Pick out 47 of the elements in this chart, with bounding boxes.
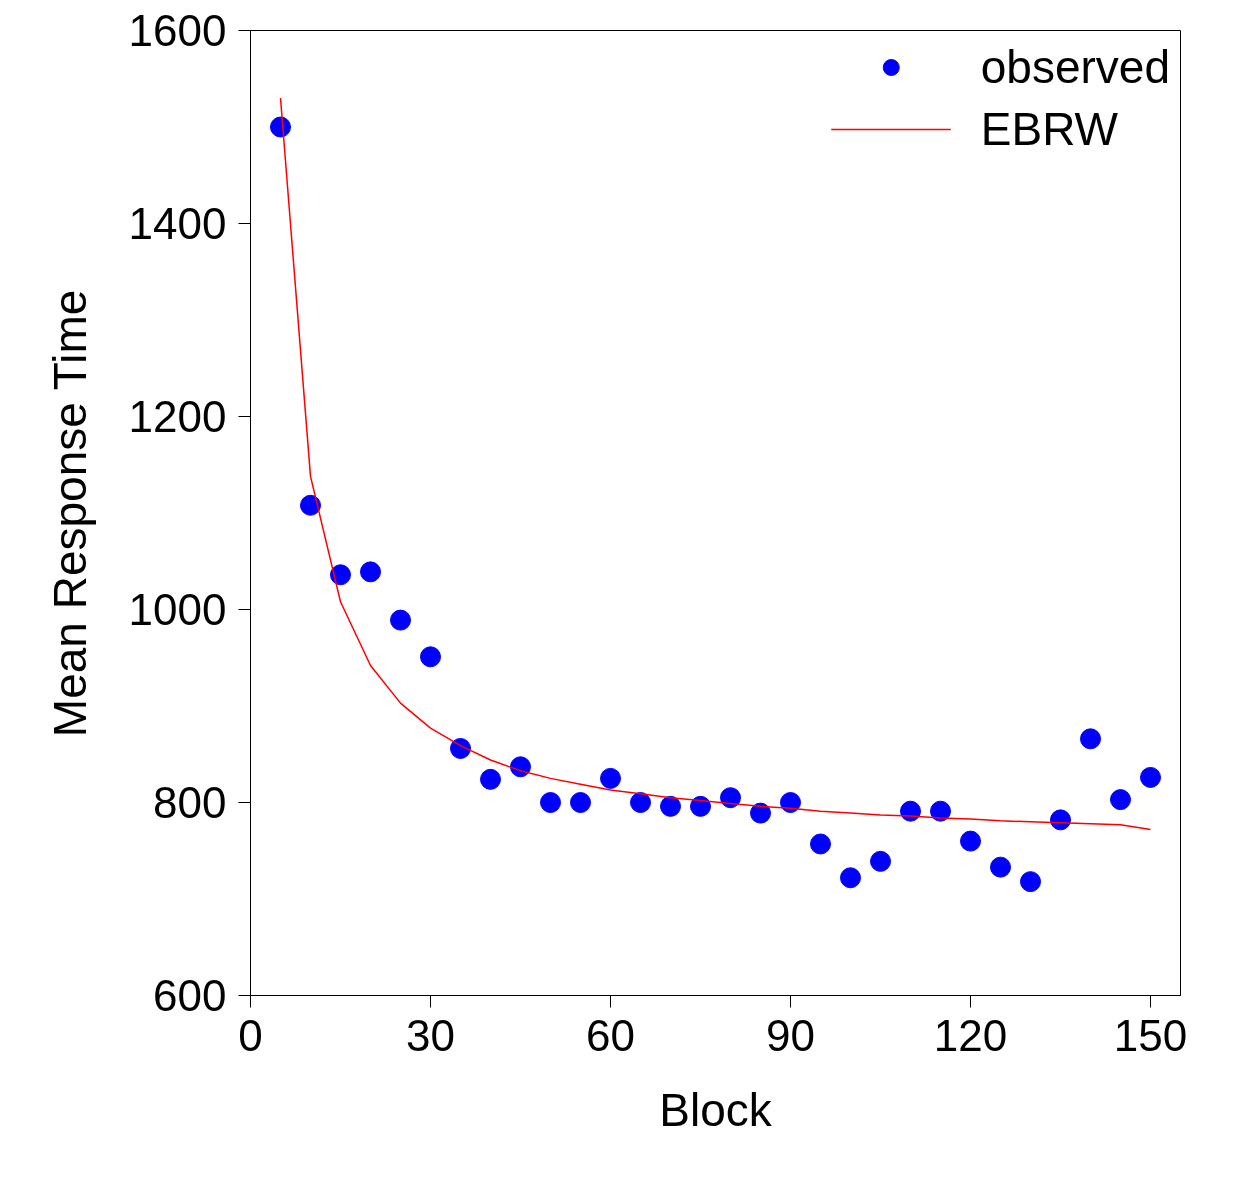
point <box>990 856 1011 878</box>
point <box>750 802 771 824</box>
point <box>1080 728 1101 750</box>
point <box>870 850 891 872</box>
point <box>720 787 741 809</box>
point <box>660 795 681 817</box>
y-axis-title: Mean Response Time <box>43 289 96 738</box>
y-tick-label: 1000 <box>128 585 227 634</box>
x-tick-label: 150 <box>1113 1010 1188 1060</box>
point <box>960 830 981 852</box>
y-tick-label: 1200 <box>128 392 227 441</box>
line-series <box>279 97 1152 831</box>
point <box>1110 789 1131 811</box>
point <box>810 833 831 855</box>
point <box>390 609 411 631</box>
x-axis-title: Block <box>659 1083 773 1136</box>
point <box>930 800 951 822</box>
point <box>600 767 621 789</box>
y-tick-label: 600 <box>153 971 227 1020</box>
point <box>270 116 291 138</box>
x-tick-label: 90 <box>766 1010 815 1060</box>
point <box>1020 871 1041 893</box>
point <box>450 737 471 759</box>
point <box>540 792 561 813</box>
point <box>840 867 861 889</box>
point <box>510 756 531 778</box>
x-tick-label: 0 <box>238 1010 263 1060</box>
point <box>1140 766 1161 788</box>
legend-label: observed <box>980 40 1170 94</box>
point <box>570 792 591 813</box>
point <box>480 768 501 790</box>
y-tick-label: 800 <box>153 778 227 827</box>
point <box>360 561 381 583</box>
point <box>330 564 351 586</box>
point <box>780 792 801 813</box>
point <box>1050 809 1071 831</box>
y-tick-label: 1600 <box>128 6 227 55</box>
x-tick-label: 60 <box>586 1010 635 1060</box>
y-tick-label: 1400 <box>128 199 227 248</box>
x-tick-label: 30 <box>406 1010 455 1060</box>
point <box>300 494 321 516</box>
point <box>900 800 921 822</box>
point <box>630 792 651 813</box>
point <box>690 795 711 817</box>
point <box>420 646 441 668</box>
legend-label: EBRW <box>980 102 1118 156</box>
x-tick-label: 120 <box>933 1010 1008 1060</box>
